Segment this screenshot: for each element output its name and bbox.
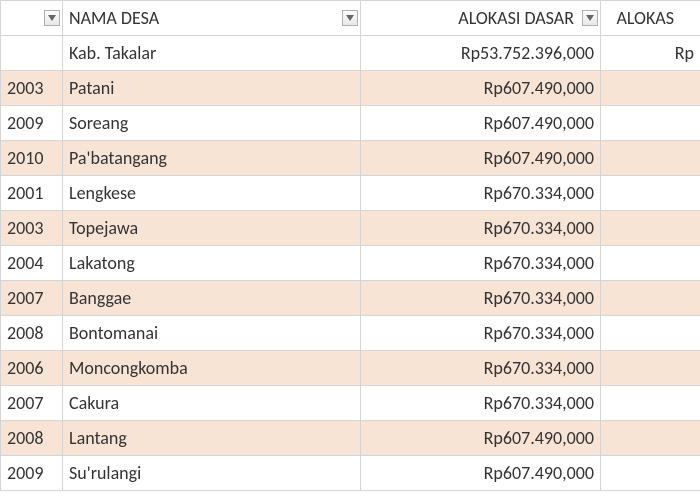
cell-code[interactable]: 2003 (1, 71, 63, 106)
cell-alokasi-dasar[interactable]: Rp670.334,000 (361, 211, 601, 246)
cell-alokasi2[interactable] (601, 211, 700, 246)
cell-code[interactable]: 2008 (1, 316, 63, 351)
cell-nama[interactable]: Kab. Takalar (63, 36, 361, 71)
table-row[interactable]: 2001 Lengkese Rp670.334,000 (1, 176, 700, 211)
cell-alokasi-dasar[interactable]: Rp670.334,000 (361, 386, 601, 421)
cell-code[interactable]: 2007 (1, 281, 63, 316)
cell-nama[interactable]: Su'rulangi (63, 456, 361, 491)
cell-alokasi-dasar[interactable]: Rp607.490,000 (361, 421, 601, 456)
header-alokasi-label: ALOKASI DASAR (458, 7, 594, 29)
table-row[interactable]: 2008 Lantang Rp607.490,000 (1, 421, 700, 456)
cell-code[interactable]: 2009 (1, 456, 63, 491)
cell-alokasi-dasar[interactable]: Rp670.334,000 (361, 316, 601, 351)
header-alokasi2-label: ALOKAS (616, 7, 694, 29)
cell-alokasi2[interactable] (601, 71, 700, 106)
cell-alokasi2[interactable] (601, 141, 700, 176)
cell-nama[interactable]: Lengkese (63, 176, 361, 211)
cell-code[interactable]: 2009 (1, 106, 63, 141)
cell-code[interactable]: 2010 (1, 141, 63, 176)
cell-alokasi2[interactable] (601, 351, 700, 386)
cell-code[interactable] (1, 36, 63, 71)
table-row[interactable]: 2009 Su'rulangi Rp607.490,000 (1, 456, 700, 491)
cell-code[interactable]: 2004 (1, 246, 63, 281)
cell-code[interactable]: 2006 (1, 351, 63, 386)
filter-dropdown-icon[interactable] (582, 10, 598, 26)
cell-alokasi-dasar[interactable]: Rp53.752.396,000 (361, 36, 601, 71)
cell-alokasi-dasar[interactable]: Rp607.490,000 (361, 106, 601, 141)
cell-alokasi-dasar[interactable]: Rp607.490,000 (361, 456, 601, 491)
cell-alokasi2[interactable]: Rp (601, 36, 700, 71)
table-row[interactable]: 2008 Bontomanai Rp670.334,000 (1, 316, 700, 351)
cell-alokasi-dasar[interactable]: Rp670.334,000 (361, 246, 601, 281)
cell-alokasi-dasar[interactable]: Rp607.490,000 (361, 141, 601, 176)
cell-nama[interactable]: Patani (63, 71, 361, 106)
filter-dropdown-icon[interactable] (342, 10, 358, 26)
table-row[interactable]: 2009 Soreang Rp607.490,000 (1, 106, 700, 141)
header-nama[interactable]: NAMA DESA (63, 1, 361, 36)
summary-row[interactable]: Kab. Takalar Rp53.752.396,000 Rp (1, 36, 700, 71)
header-alokasi2[interactable]: ALOKAS (601, 1, 700, 36)
table-body: Kab. Takalar Rp53.752.396,000 Rp 2003 Pa… (1, 36, 700, 491)
filter-dropdown-icon[interactable] (44, 10, 60, 26)
table-row[interactable]: 2004 Lakatong Rp670.334,000 (1, 246, 700, 281)
cell-alokasi-dasar[interactable]: Rp670.334,000 (361, 351, 601, 386)
cell-alokasi-dasar[interactable]: Rp607.490,000 (361, 71, 601, 106)
header-alokasi-dasar[interactable]: ALOKASI DASAR (361, 1, 601, 36)
cell-alokasi2[interactable] (601, 316, 700, 351)
header-nama-label: NAMA DESA (69, 7, 179, 29)
cell-nama[interactable]: Moncongkomba (63, 351, 361, 386)
cell-code[interactable]: 2008 (1, 421, 63, 456)
cell-nama[interactable]: Lantang (63, 421, 361, 456)
cell-alokasi2[interactable] (601, 176, 700, 211)
cell-alokasi2[interactable] (601, 281, 700, 316)
cell-alokasi2[interactable] (601, 246, 700, 281)
cell-nama[interactable]: Cakura (63, 386, 361, 421)
cell-nama[interactable]: Lakatong (63, 246, 361, 281)
cell-nama[interactable]: Banggae (63, 281, 361, 316)
cell-code[interactable]: 2007 (1, 386, 63, 421)
table-row[interactable]: 2007 Cakura Rp670.334,000 (1, 386, 700, 421)
table-row[interactable]: 2006 Moncongkomba Rp670.334,000 (1, 351, 700, 386)
cell-nama[interactable]: Topejawa (63, 211, 361, 246)
header-row: NAMA DESA ALOKASI DASAR ALOKAS (1, 1, 700, 36)
cell-alokasi-dasar[interactable]: Rp670.334,000 (361, 281, 601, 316)
cell-nama[interactable]: Pa'batangang (63, 141, 361, 176)
cell-alokasi2[interactable] (601, 421, 700, 456)
header-code[interactable] (1, 1, 63, 36)
table-row[interactable]: 2003 Topejawa Rp670.334,000 (1, 211, 700, 246)
cell-code[interactable]: 2001 (1, 176, 63, 211)
table-row[interactable]: 2003 Patani Rp607.490,000 (1, 71, 700, 106)
table-row[interactable]: 2007 Banggae Rp670.334,000 (1, 281, 700, 316)
spreadsheet-table: NAMA DESA ALOKASI DASAR ALOKAS Kab. Taka… (0, 0, 700, 491)
cell-code[interactable]: 2003 (1, 211, 63, 246)
cell-alokasi-dasar[interactable]: Rp670.334,000 (361, 176, 601, 211)
cell-nama[interactable]: Soreang (63, 106, 361, 141)
cell-nama[interactable]: Bontomanai (63, 316, 361, 351)
cell-alokasi2[interactable] (601, 106, 700, 141)
cell-alokasi2[interactable] (601, 456, 700, 491)
table-row[interactable]: 2010 Pa'batangang Rp607.490,000 (1, 141, 700, 176)
cell-alokasi2[interactable] (601, 386, 700, 421)
